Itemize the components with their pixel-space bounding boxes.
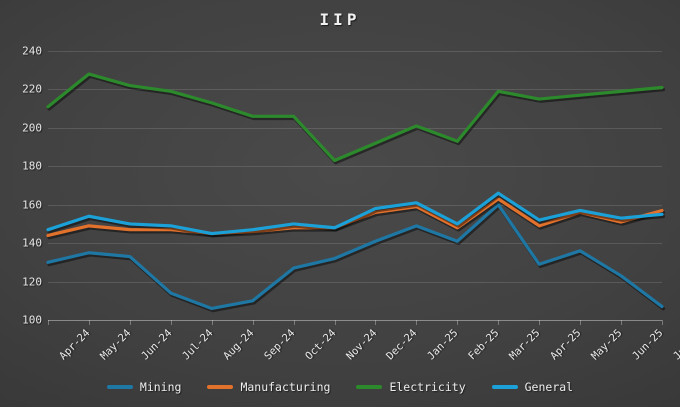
- x-tick-label: Jun-25: [630, 327, 666, 363]
- series-line-electricity[interactable]: [46, 72, 664, 163]
- series-shadow: [47, 74, 666, 165]
- plot-area: [46, 51, 666, 321]
- chart-legend: Mining Manufacturing Electricity General: [0, 380, 680, 394]
- series-shadow: [47, 193, 666, 238]
- x-tick-label: May-24: [98, 327, 134, 363]
- x-tick-label: Sep-24: [261, 327, 298, 363]
- legend-item-electricity[interactable]: Electricity: [356, 380, 466, 394]
- x-tick-label: Feb-25: [466, 327, 502, 363]
- x-tick-mark: [211, 320, 213, 325]
- x-tick-mark: [293, 320, 295, 325]
- legend-label: General: [524, 380, 574, 394]
- x-tick-label: Jul-25: [671, 327, 680, 363]
- y-axis: 100 120 140 160 180 200 220 240: [0, 45, 42, 327]
- x-tick-label: Aug-24: [220, 327, 257, 363]
- legend-item-general[interactable]: General: [491, 380, 574, 394]
- x-tick-label: Jun-24: [138, 327, 175, 363]
- x-tick-label: May-25: [589, 327, 625, 363]
- legend-item-mining[interactable]: Mining: [106, 380, 182, 394]
- y-tick-label: 220: [22, 82, 42, 96]
- legend-swatch-icon: [356, 385, 383, 389]
- x-tick-mark: [539, 320, 541, 325]
- x-tick-label: Nov-24: [343, 327, 379, 363]
- gridline: [48, 243, 662, 245]
- x-tick-mark: [580, 320, 582, 325]
- x-tick-mark: [416, 320, 418, 325]
- y-tick-label: 140: [22, 236, 42, 250]
- x-tick-mark: [88, 320, 90, 325]
- x-tick-mark: [334, 320, 336, 325]
- gridline: [48, 320, 662, 321]
- gridline: [48, 166, 662, 168]
- x-tick-mark: [375, 320, 377, 325]
- legend-swatch-icon: [106, 385, 133, 389]
- gridline: [48, 127, 662, 129]
- x-tick-mark: [662, 320, 663, 325]
- gridline: [48, 204, 662, 206]
- series-line-mining[interactable]: [46, 203, 664, 311]
- x-tick-label: Oct-24: [302, 327, 339, 363]
- x-tick-label: Apr-25: [548, 327, 584, 363]
- x-tick-mark: [129, 320, 131, 325]
- series-line-manufacturing[interactable]: [46, 197, 664, 238]
- x-tick-label: Apr-24: [57, 327, 93, 363]
- legend-label: Electricity: [389, 380, 466, 394]
- chart-title: IIP: [319, 10, 361, 29]
- y-tick-label: 160: [22, 198, 42, 212]
- y-tick-label: 180: [22, 159, 42, 173]
- x-tick-mark: [48, 320, 49, 325]
- series-layer: [46, 72, 666, 313]
- legend-label: Manufacturing: [240, 380, 331, 394]
- y-tick-label: 200: [22, 121, 42, 135]
- series-shadow: [47, 199, 666, 240]
- x-tick-mark: [621, 320, 623, 325]
- legend-item-manufacturing[interactable]: Manufacturing: [207, 380, 330, 394]
- y-tick-label: 120: [22, 275, 42, 289]
- legend-label: Mining: [139, 380, 182, 394]
- x-tick-mark: [170, 320, 172, 325]
- gridline: [48, 89, 662, 91]
- gridline: [48, 51, 662, 52]
- x-tick-label: Jan-25: [425, 327, 461, 363]
- x-tick-mark: [252, 320, 254, 325]
- legend-swatch-icon: [207, 385, 234, 389]
- x-tick-mark: [498, 320, 500, 325]
- legend-swatch-icon: [491, 385, 518, 389]
- x-tick-label: Dec-24: [384, 327, 420, 363]
- series-line-general[interactable]: [46, 191, 664, 236]
- y-tick-label: 240: [22, 44, 42, 58]
- x-axis-line: [48, 320, 662, 321]
- gridline: [48, 281, 662, 283]
- x-tick-label: Jul-24: [179, 327, 216, 363]
- y-tick-label: 100: [22, 313, 42, 327]
- x-tick-mark: [457, 320, 459, 325]
- x-axis-labels: Apr-24 May-24 Jun-24 Jul-24 Aug-24 Sep-24 Oct-…: [48, 327, 680, 377]
- x-tick-label: Mar-25: [507, 327, 543, 363]
- x-axis-ticks: [48, 320, 663, 326]
